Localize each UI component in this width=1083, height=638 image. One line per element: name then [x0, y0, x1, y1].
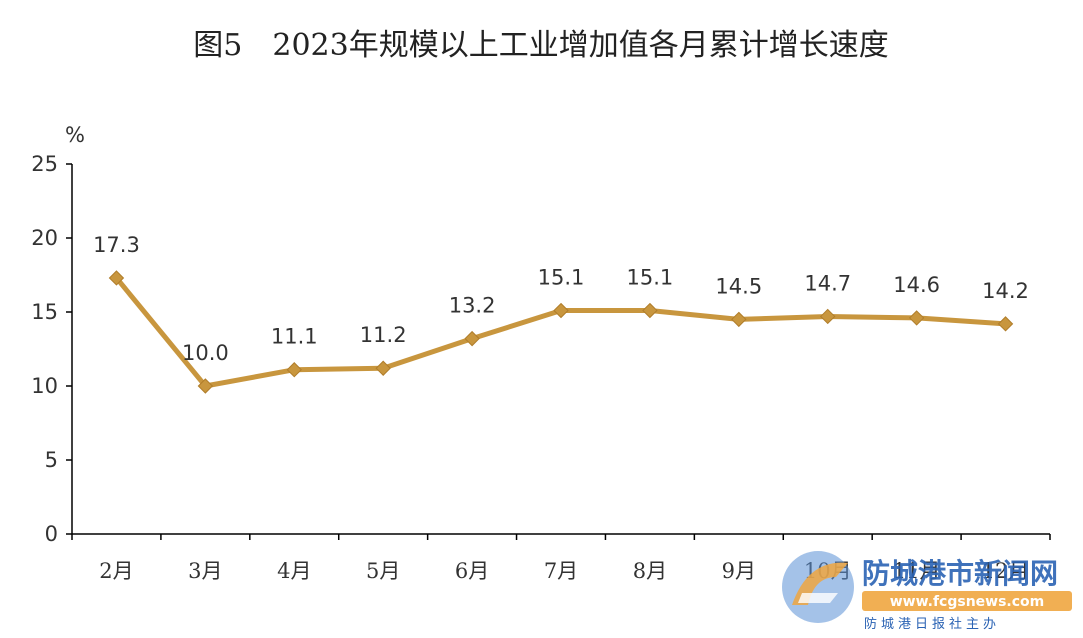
chart-title: 图5 2023年规模以上工业增加值各月累计增长速度: [193, 28, 888, 63]
data-point: [642, 302, 658, 319]
y-axis-ticks: 0 5 10 15 20 25: [31, 152, 72, 546]
data-label: 14.6: [893, 273, 940, 297]
data-label: 14.7: [804, 271, 851, 295]
y-axis-unit: %: [65, 123, 85, 147]
data-point: [731, 311, 747, 328]
x-tick-label: 12月: [982, 559, 1030, 583]
x-tick-label: 8月: [633, 559, 667, 583]
x-tick-label: 11月: [893, 559, 941, 583]
x-tick-label: 7月: [544, 559, 578, 583]
data-label: 15.1: [538, 266, 585, 290]
y-tick-label: 25: [31, 152, 58, 176]
y-tick-label: 10: [31, 374, 58, 398]
data-point: [820, 308, 836, 325]
y-tick-label: 5: [45, 448, 58, 472]
y-tick-label: 20: [31, 226, 58, 250]
fcg-logo-icon: [782, 551, 854, 623]
data-label: 15.1: [627, 266, 674, 290]
watermark-subtitle: 防城港日报社主办: [864, 616, 1000, 632]
watermark-url: www.fcgsnews.com: [890, 594, 1045, 610]
data-point: [197, 378, 214, 394]
data-point: [108, 270, 125, 286]
data-label: 11.1: [271, 325, 318, 349]
x-tick-label: 9月: [722, 559, 756, 583]
x-tick-label: 2月: [99, 559, 133, 583]
data-label: 17.3: [93, 233, 140, 257]
data-label: 10.0: [182, 341, 229, 365]
series-line: [114, 276, 1006, 389]
watermark-logo: 防城港市新闻网 www.fcgsnews.com 防城港日报社主办: [782, 551, 1072, 632]
x-tick-label: 6月: [455, 559, 489, 583]
data-point: [286, 362, 302, 378]
data-label: 13.2: [449, 294, 496, 318]
axes: [71, 164, 1050, 535]
y-tick-label: 15: [31, 300, 58, 324]
x-tick-label: 5月: [366, 559, 400, 583]
series-markers: [108, 270, 1014, 394]
data-labels: 17.3 10.0 11.1 11.2 13.2 15.1 15.1 14.5 14.7 14.6…: [93, 233, 1029, 365]
data-label: 11.2: [360, 323, 407, 347]
watermark-name: 防城港市新闻网: [862, 557, 1058, 590]
data-point: [375, 360, 391, 376]
x-tick-label: 4月: [277, 559, 311, 583]
data-point: [908, 310, 925, 326]
y-tick-label: 0: [45, 522, 58, 546]
data-point: [553, 302, 569, 319]
data-label: 14.2: [982, 279, 1029, 303]
data-point: [464, 330, 480, 347]
data-point: [997, 316, 1014, 332]
data-label: 14.5: [715, 274, 762, 298]
x-tick-label: 3月: [188, 559, 222, 583]
